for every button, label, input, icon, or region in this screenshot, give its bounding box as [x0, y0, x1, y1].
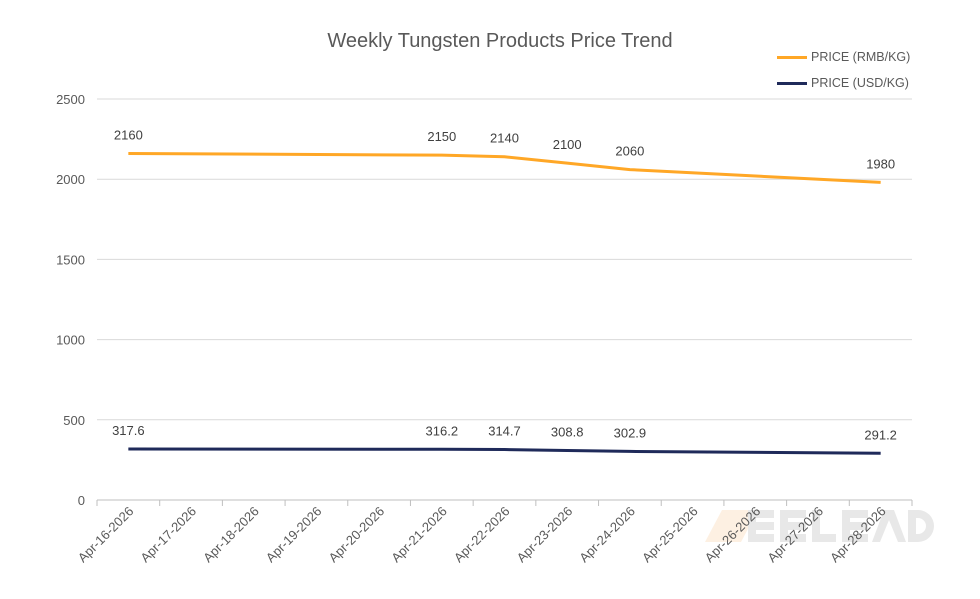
- y-tick-label: 1500: [56, 252, 85, 267]
- chart-title: Weekly Tungsten Products Price Trend: [327, 30, 673, 52]
- legend-item-usd: PRICE (USD/KG): [777, 76, 909, 90]
- series-line-usd: [128, 447, 881, 455]
- data-label: 317.6: [112, 423, 145, 438]
- x-tick-label: Apr-24-2026: [576, 504, 638, 566]
- legend-swatch-rmb: [777, 55, 807, 59]
- x-tick-label: Apr-23-2026: [514, 504, 576, 566]
- x-tick-label: Apr-16-2026: [75, 504, 137, 566]
- data-label: 2140: [490, 131, 519, 146]
- data-label: 314.7: [488, 424, 521, 439]
- data-label: 2160: [114, 128, 143, 143]
- data-label: 2060: [615, 144, 644, 159]
- watermark-shape: [812, 534, 836, 542]
- data-label: 308.8: [551, 424, 584, 439]
- data-label: 291.2: [864, 427, 897, 442]
- watermark-shape: [780, 510, 806, 518]
- watermark-shape: [842, 510, 868, 518]
- x-tick-label: Apr-18-2026: [200, 504, 262, 566]
- watermark-shape: [842, 534, 868, 542]
- legend-item-rmb: PRICE (RMB/KG): [777, 50, 910, 64]
- data-label: 302.9: [614, 425, 647, 440]
- x-tick-label: Apr-17-2026: [137, 504, 199, 566]
- series-line-rmb: [128, 152, 881, 184]
- y-tick-label: 2000: [56, 172, 85, 187]
- legend-label-rmb: PRICE (RMB/KG): [811, 50, 911, 64]
- watermark-shape: [842, 522, 868, 530]
- y-tick-label: 0: [78, 493, 85, 508]
- y-tick-label: 2500: [56, 92, 85, 107]
- watermark-shape: [748, 534, 774, 542]
- watermark-logo: [705, 510, 934, 542]
- legend-label-usd: PRICE (USD/KG): [811, 76, 909, 90]
- watermark-slash: [705, 510, 758, 542]
- data-label: 1980: [866, 156, 895, 171]
- y-tick-label: 1000: [56, 333, 85, 348]
- watermark-shape: [780, 522, 806, 530]
- y-tick-label: 500: [63, 413, 85, 428]
- legend-swatch-usd: [777, 81, 807, 85]
- x-tick-label: Apr-22-2026: [451, 504, 513, 566]
- watermark-shape: [908, 510, 934, 542]
- x-tick-label: Apr-19-2026: [263, 504, 325, 566]
- watermark-shape: [780, 534, 806, 542]
- data-label: 316.2: [426, 423, 459, 438]
- watermark-shape: [748, 522, 774, 530]
- watermark-shape: [812, 510, 820, 542]
- x-tick-label: Apr-20-2026: [326, 504, 388, 566]
- watermark-shape: [872, 510, 906, 542]
- x-tick-label: Apr-21-2026: [388, 504, 450, 566]
- watermark-shape: [748, 510, 774, 518]
- data-label: 2150: [427, 129, 456, 144]
- data-label: 2100: [553, 137, 582, 152]
- x-tick-label: Apr-25-2026: [639, 504, 701, 566]
